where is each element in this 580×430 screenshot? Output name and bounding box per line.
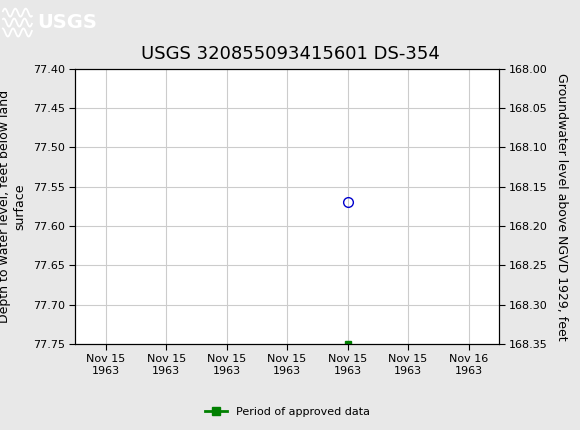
Text: USGS 320855093415601 DS-354: USGS 320855093415601 DS-354 <box>140 45 440 63</box>
Y-axis label: Depth to water level, feet below land
surface: Depth to water level, feet below land su… <box>0 90 26 323</box>
Text: USGS: USGS <box>38 13 97 32</box>
Y-axis label: Groundwater level above NGVD 1929, feet: Groundwater level above NGVD 1929, feet <box>555 73 568 340</box>
Legend: Period of approved data: Period of approved data <box>200 402 374 421</box>
